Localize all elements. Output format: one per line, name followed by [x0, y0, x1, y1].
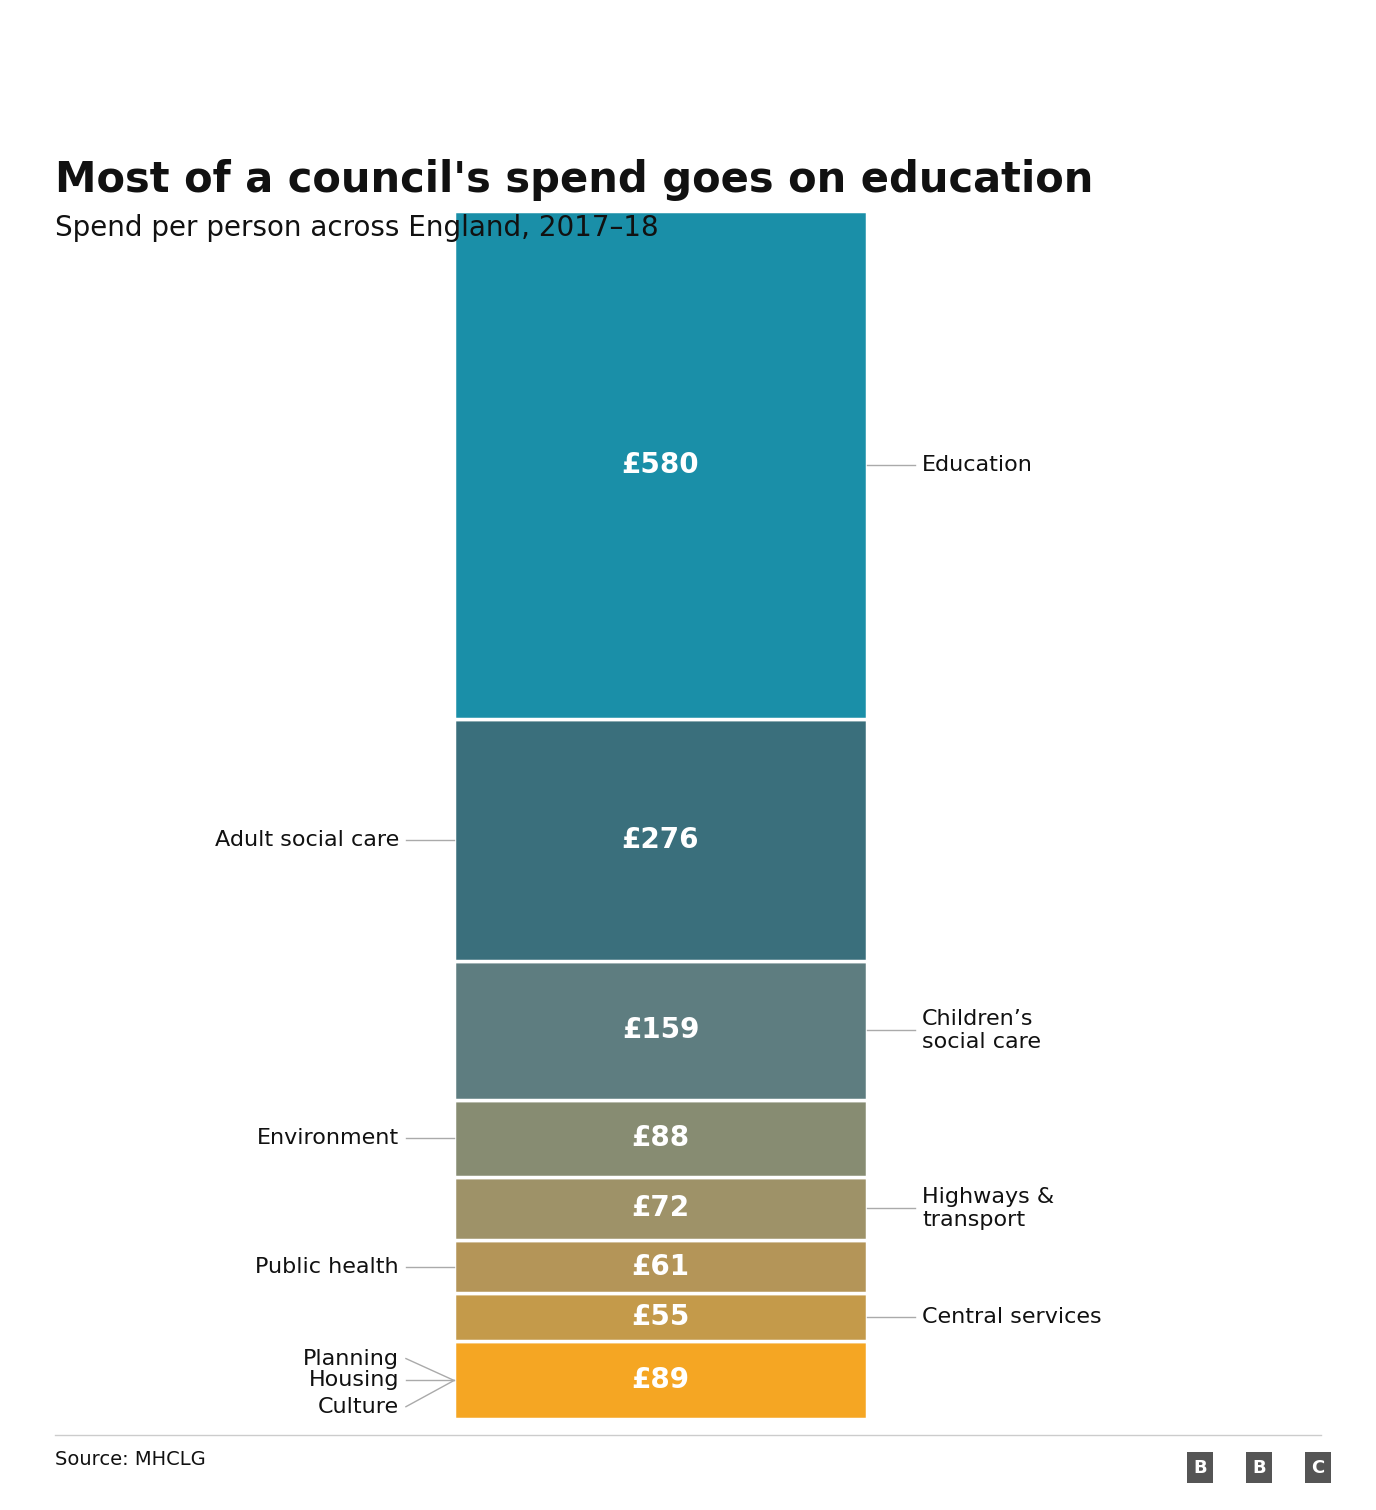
Text: Culture: Culture: [318, 1397, 399, 1416]
Text: £61: £61: [632, 1253, 689, 1280]
Bar: [454, 960, 867, 1099]
Text: C: C: [1311, 1459, 1325, 1477]
Text: Highways &
transport: Highways & transport: [922, 1187, 1054, 1231]
Text: Adult social care: Adult social care: [215, 831, 399, 850]
Text: £55: £55: [632, 1303, 689, 1332]
Bar: [454, 719, 867, 960]
Text: Education: Education: [922, 455, 1033, 476]
Bar: [454, 1341, 867, 1419]
Text: B: B: [1252, 1459, 1266, 1477]
Bar: [454, 1240, 867, 1294]
Text: B: B: [1193, 1459, 1207, 1477]
Text: Environment: Environment: [257, 1128, 399, 1149]
Bar: [454, 1294, 867, 1341]
Text: £580: £580: [622, 451, 699, 479]
Text: Central services: Central services: [922, 1308, 1102, 1327]
Text: £89: £89: [632, 1367, 689, 1394]
Text: £88: £88: [632, 1125, 689, 1152]
Text: Public health: Public health: [256, 1256, 399, 1276]
Text: £159: £159: [622, 1016, 699, 1045]
Text: Source: MHCLG: Source: MHCLG: [55, 1450, 206, 1469]
Text: £72: £72: [632, 1194, 689, 1223]
Text: Housing: Housing: [308, 1371, 399, 1391]
Text: Most of a council's spend goes on education: Most of a council's spend goes on educat…: [55, 159, 1094, 201]
Text: Spend per person across England, 2017–18: Spend per person across England, 2017–18: [55, 214, 659, 243]
Bar: [454, 1099, 867, 1176]
Text: £276: £276: [622, 826, 699, 855]
Text: Planning: Planning: [303, 1348, 399, 1368]
Text: Children’s
social care: Children’s social care: [922, 1009, 1040, 1052]
Bar: [454, 211, 867, 719]
Bar: [454, 1176, 867, 1240]
